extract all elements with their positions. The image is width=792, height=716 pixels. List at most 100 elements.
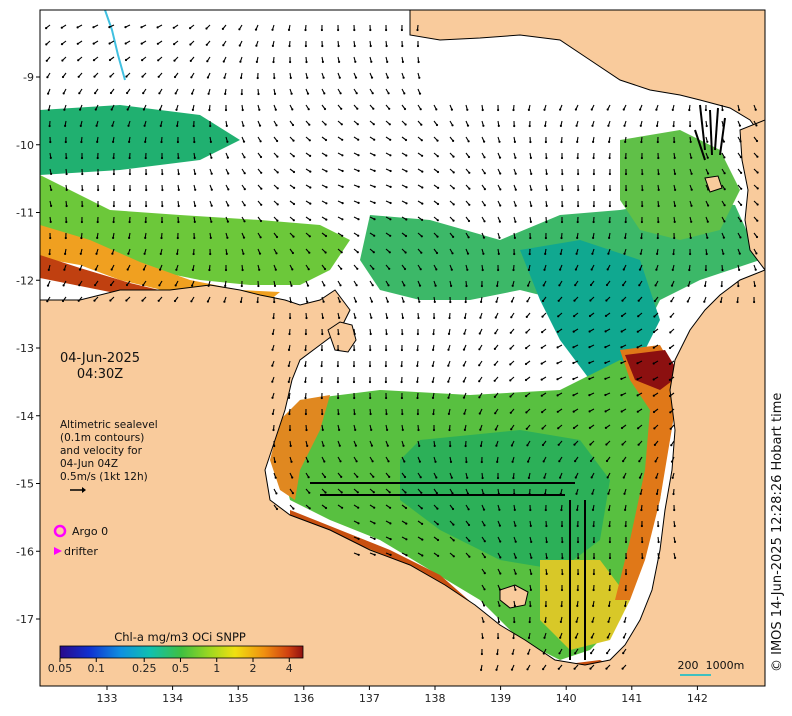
velocity-arrow-head bbox=[493, 395, 496, 398]
velocity-arrow-head bbox=[420, 251, 423, 254]
velocity-arrow-head bbox=[370, 316, 373, 319]
velocity-arrow-head bbox=[577, 572, 580, 576]
altimetry-line: 04-Jun 04Z bbox=[60, 458, 118, 470]
velocity-arrow-head bbox=[371, 284, 374, 287]
velocity-arrow-head bbox=[499, 204, 502, 207]
longitude-axis: 133 134 135 136 137 138 139 140 141 142 bbox=[97, 686, 708, 705]
longitude-tick-label: 140 bbox=[556, 692, 577, 705]
velocity-arrow-head bbox=[271, 396, 274, 399]
velocity-arrow-head bbox=[541, 443, 545, 447]
velocity-arrow-head bbox=[193, 236, 196, 240]
velocity-arrow-head bbox=[576, 236, 579, 239]
velocity-arrow-head bbox=[291, 268, 294, 271]
velocity-arrow-head bbox=[622, 108, 625, 111]
velocity-arrow-head bbox=[384, 380, 387, 384]
velocity-arrow-head bbox=[480, 668, 483, 672]
velocity-arrow-head bbox=[452, 139, 455, 142]
velocity-arrow-head bbox=[389, 538, 392, 541]
velocity-arrow-head bbox=[572, 377, 575, 381]
velocity-arrow-head bbox=[416, 396, 419, 400]
velocity-arrow-head bbox=[290, 92, 293, 95]
velocity-arrow-head bbox=[221, 27, 224, 30]
velocity-arrow-head bbox=[324, 123, 327, 126]
velocity-arrow-head bbox=[157, 75, 160, 78]
velocity-arrow-head bbox=[323, 460, 326, 463]
velocity-arrow-head bbox=[227, 172, 230, 175]
velocity-arrow-head bbox=[466, 252, 470, 255]
velocity-arrow-head bbox=[449, 300, 452, 304]
velocity-arrow-head bbox=[544, 236, 548, 240]
velocity-arrow-head bbox=[689, 252, 692, 256]
velocity-arrow-head bbox=[271, 364, 274, 367]
velocity-arrow-head bbox=[592, 556, 596, 560]
velocity-arrow-head bbox=[404, 491, 407, 494]
velocity-arrow-head bbox=[357, 537, 360, 541]
map-time: 04:30Z bbox=[77, 367, 123, 382]
velocity-arrow-head bbox=[544, 604, 548, 608]
velocity-arrow-head bbox=[576, 508, 579, 511]
velocity-arrow-head bbox=[354, 444, 357, 447]
velocity-arrow-head bbox=[48, 124, 51, 128]
velocity-arrow-head bbox=[639, 124, 642, 127]
velocity-arrow-head bbox=[338, 300, 341, 303]
velocity-arrow-head bbox=[373, 201, 376, 204]
velocity-arrow-head bbox=[525, 427, 528, 430]
velocity-arrow-head bbox=[79, 252, 82, 255]
velocity-arrow-head bbox=[656, 508, 659, 512]
velocity-arrow-head bbox=[589, 299, 592, 302]
velocity-arrow-head bbox=[416, 412, 419, 416]
velocity-arrow-head bbox=[210, 204, 213, 207]
velocity-arrow-head bbox=[559, 268, 562, 271]
velocity-arrow-head bbox=[607, 508, 611, 511]
velocity-arrow-head bbox=[560, 508, 563, 512]
colorbar-tick-label: 0.5 bbox=[172, 662, 190, 675]
velocity-arrow-head bbox=[541, 299, 545, 303]
velocity-arrow-head bbox=[704, 284, 707, 287]
velocity-arrow-head bbox=[78, 268, 82, 271]
velocity-arrow-head bbox=[468, 171, 471, 174]
velocity-arrow-head bbox=[530, 172, 533, 175]
velocity-arrow-head bbox=[161, 188, 164, 192]
velocity-arrow-head bbox=[483, 540, 486, 543]
velocity-arrow-head bbox=[756, 155, 759, 158]
velocity-arrow-head bbox=[668, 378, 672, 381]
velocity-arrow-head bbox=[672, 492, 675, 496]
velocity-arrow-head bbox=[514, 156, 517, 159]
velocity-arrow-head bbox=[273, 444, 276, 448]
velocity-arrow-head bbox=[80, 236, 83, 240]
velocity-arrow-head bbox=[389, 201, 392, 205]
velocity-arrow-head bbox=[449, 444, 452, 448]
land-mainland bbox=[40, 269, 765, 686]
velocity-arrow-head bbox=[307, 108, 310, 111]
velocity-arrow-head bbox=[307, 476, 310, 479]
velocity-arrow-head bbox=[206, 300, 209, 303]
velocity-arrow-head bbox=[605, 283, 609, 287]
velocity-arrow-head bbox=[622, 636, 626, 639]
velocity-arrow-head bbox=[541, 331, 544, 334]
velocity-arrow-head bbox=[258, 268, 261, 271]
velocity-arrow-head bbox=[403, 92, 406, 95]
velocity-arrow-head bbox=[608, 172, 612, 176]
velocity-arrow-head bbox=[561, 204, 564, 208]
velocity-arrow-head bbox=[690, 156, 693, 159]
altimetry-line: 0.5m/s (1kt 12h) bbox=[60, 471, 148, 483]
velocity-arrow-head bbox=[125, 283, 129, 287]
velocity-arrow-head bbox=[671, 268, 674, 271]
velocity-arrow-head bbox=[467, 219, 471, 223]
velocity-arrow-head bbox=[275, 492, 278, 495]
velocity-arrow-head bbox=[657, 172, 660, 176]
colorbar-title: Chl-a mg/m3 OCi SNPP bbox=[114, 630, 246, 644]
velocity-arrow-head bbox=[291, 251, 294, 255]
velocity-arrow-head bbox=[668, 362, 672, 365]
velocity-arrow-head bbox=[577, 172, 580, 176]
velocity-arrow-head bbox=[499, 172, 502, 175]
velocity-arrow-head bbox=[340, 251, 343, 254]
velocity-arrow-head bbox=[755, 139, 759, 143]
velocity-arrow-head bbox=[673, 140, 676, 144]
velocity-arrow-head bbox=[173, 43, 176, 46]
velocity-arrow-head bbox=[608, 588, 611, 592]
velocity-arrow-head bbox=[561, 172, 564, 176]
velocity-arrow-head bbox=[223, 76, 226, 79]
velocity-arrow-head bbox=[340, 123, 343, 126]
velocity-arrow-head bbox=[274, 268, 277, 271]
